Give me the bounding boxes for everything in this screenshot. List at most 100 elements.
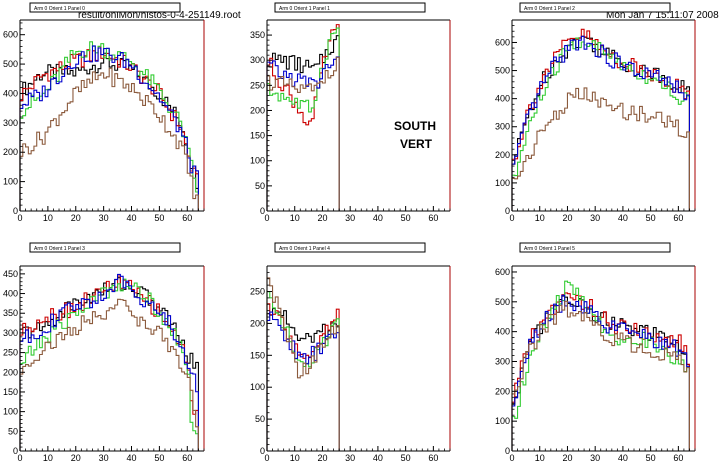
x-tick-label: 10	[43, 453, 53, 463]
panel-title: Arm 0 Orient 1 Panel 1	[279, 6, 330, 12]
histogram-series-black	[511, 295, 690, 451]
x-tick-label: 60	[428, 453, 438, 463]
x-tick-label: 10	[535, 453, 545, 463]
x-tick-label: 20	[317, 213, 327, 223]
south-label: SOUTH	[394, 119, 436, 133]
panel-title: Arm 0 Orient 1 Panel 0	[34, 6, 85, 12]
histogram-series-black	[511, 35, 690, 211]
x-tick-label: 10	[43, 213, 53, 223]
panel-title: Arm 0 Orient 1 Panel 2	[524, 6, 575, 12]
panel-title: Arm 0 Orient 1 Panel 4	[279, 246, 330, 252]
y-tick-label: 300	[3, 328, 18, 338]
date-label: Mon Jan 7 15:11:07 2008	[606, 10, 719, 21]
x-tick-label: 0	[509, 453, 514, 463]
histogram-series-green	[266, 27, 340, 211]
y-tick-label: 250	[250, 287, 265, 297]
x-tick-label: 20	[71, 453, 81, 463]
y-tick-label: 500	[495, 297, 510, 307]
y-tick-label: 0	[13, 206, 18, 216]
x-tick-label: 50	[154, 453, 164, 463]
x-tick-label: 0	[17, 453, 22, 463]
histogram-series-black	[19, 277, 199, 451]
y-tick-label: 0	[505, 206, 510, 216]
y-tick-label: 100	[3, 407, 18, 417]
x-tick-label: 40	[373, 453, 383, 463]
panel-title-box	[519, 242, 671, 253]
y-tick-label: 500	[3, 59, 18, 69]
y-tick-label: 600	[495, 37, 510, 47]
histogram-series-brown	[19, 67, 199, 211]
y-tick-label: 150	[3, 387, 18, 397]
x-tick-label: 30	[99, 213, 109, 223]
panel-title-box	[29, 242, 181, 253]
x-tick-label: 10	[535, 213, 545, 223]
x-tick-label: 20	[71, 213, 81, 223]
histogram-series-blue	[266, 56, 340, 211]
x-tick-label: 50	[401, 213, 411, 223]
y-tick-label: 250	[250, 80, 265, 90]
y-tick-label: 50	[255, 414, 265, 424]
x-tick-label: 40	[618, 453, 628, 463]
x-tick-label: 30	[345, 213, 355, 223]
y-tick-label: 0	[260, 206, 265, 216]
x-tick-label: 10	[290, 213, 300, 223]
histogram-series-green	[19, 278, 199, 451]
x-tick-label: 50	[154, 213, 164, 223]
y-tick-label: 100	[250, 156, 265, 166]
y-tick-label: 100	[495, 178, 510, 188]
y-tick-label: 400	[495, 327, 510, 337]
y-tick-label: 100	[250, 382, 265, 392]
y-tick-label: 200	[495, 150, 510, 160]
histogram-series-blue	[266, 311, 340, 451]
y-tick-label: 50	[255, 181, 265, 191]
histogram-series-blue	[19, 273, 199, 451]
panel-title-box	[519, 2, 671, 13]
y-tick-label: 0	[260, 446, 265, 456]
y-tick-label: 150	[250, 350, 265, 360]
x-tick-label: 10	[290, 453, 300, 463]
x-tick-label: 40	[618, 213, 628, 223]
x-tick-label: 40	[127, 213, 137, 223]
x-tick-label: 0	[509, 213, 514, 223]
histogram-series-blue	[19, 45, 199, 211]
y-tick-label: 100	[3, 177, 18, 187]
histogram-series-black	[266, 35, 340, 211]
x-tick-label: 50	[401, 453, 411, 463]
y-tick-label: 300	[250, 55, 265, 65]
y-tick-label: 200	[250, 105, 265, 115]
panel-title: Arm 0 Orient 1 Panel 3	[34, 246, 85, 252]
histogram-series-brown	[511, 87, 690, 211]
histogram-series-brown	[19, 298, 199, 451]
x-tick-label: 30	[590, 453, 600, 463]
y-tick-label: 400	[495, 94, 510, 104]
x-tick-label: 0	[264, 213, 269, 223]
x-tick-label: 60	[428, 213, 438, 223]
histogram-series-blue	[511, 294, 690, 451]
x-tick-label: 40	[373, 213, 383, 223]
x-tick-label: 50	[646, 453, 656, 463]
x-tick-label: 0	[264, 453, 269, 463]
histogram-series-black	[19, 52, 199, 211]
histogram-series-green	[511, 280, 690, 451]
x-tick-label: 60	[673, 453, 683, 463]
histogram-series-blue	[511, 35, 690, 211]
file-path-label: result/onlMon/histos-0-4-251149.root	[78, 10, 241, 21]
x-tick-label: 40	[127, 453, 137, 463]
x-tick-label: 60	[182, 453, 192, 463]
y-tick-label: 0	[505, 446, 510, 456]
y-tick-label: 300	[3, 118, 18, 128]
y-tick-label: 200	[495, 386, 510, 396]
x-tick-label: 20	[562, 213, 572, 223]
y-tick-label: 600	[495, 267, 510, 277]
y-tick-label: 500	[495, 66, 510, 76]
x-tick-label: 60	[182, 213, 192, 223]
x-tick-label: 30	[590, 213, 600, 223]
x-tick-label: 20	[562, 453, 572, 463]
y-tick-label: 300	[495, 356, 510, 366]
y-tick-label: 200	[3, 367, 18, 377]
panel-title-box	[29, 2, 181, 13]
x-tick-label: 60	[673, 213, 683, 223]
y-tick-label: 200	[3, 147, 18, 157]
y-tick-label: 350	[250, 30, 265, 40]
